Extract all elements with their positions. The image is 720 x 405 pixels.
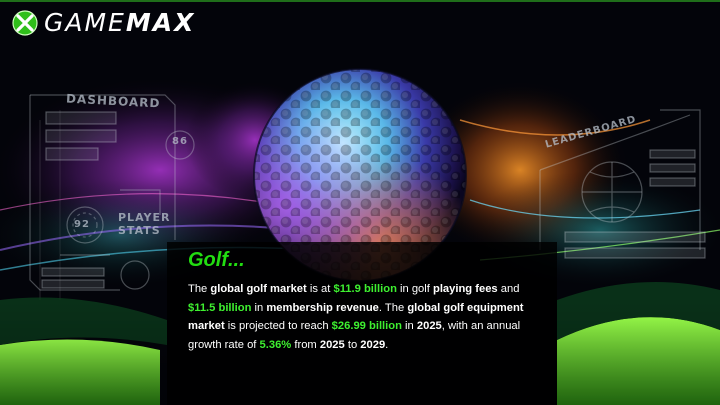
bold-term: 2025 [416, 320, 442, 333]
text-run: . [385, 339, 389, 352]
brand-name: GAMEMAX [44, 8, 195, 38]
text-run: and [497, 283, 520, 295]
bold-term: playing fees [432, 283, 498, 295]
text-run: . The [378, 301, 408, 314]
text-panel [167, 242, 557, 405]
hud-percent-value: 92 [74, 219, 90, 230]
hud-player-stats-line1: PLAYER [118, 211, 171, 224]
top-accent-line [0, 0, 720, 2]
brand-name-part1: GAME [44, 8, 126, 37]
highlight-figure: $11.9 billion [333, 283, 397, 295]
gamemax-logo: GAMEMAX [12, 8, 195, 38]
bold-term: 2029 [360, 339, 386, 352]
text-run: from [291, 339, 320, 352]
section-heading: Golf... [188, 249, 245, 271]
bold-term: global golf equipment market [188, 301, 524, 333]
text-run: The [188, 283, 211, 295]
text-run: in [401, 320, 417, 333]
market-paragraph: The global golf market is at $11.9 billi… [188, 280, 533, 355]
text-run: in golf [396, 283, 433, 295]
text-run: is at [306, 283, 334, 295]
highlight-figure: $11.5 billion [188, 301, 252, 314]
hud-speed-value: 86 [172, 136, 188, 147]
text-run: , with an annual growth rate of [188, 320, 521, 352]
highlight-figure: 5.36% [259, 339, 292, 352]
logo-emblem-icon [12, 10, 38, 36]
text-run: is projected to reach [224, 320, 332, 333]
text-run: in [251, 301, 267, 314]
bold-term: membership revenue [266, 301, 379, 314]
text-run: to [344, 339, 361, 352]
hud-player-stats-line2: STATS [118, 224, 161, 237]
bold-term: 2025 [319, 339, 345, 352]
bold-term: global golf market [210, 283, 307, 295]
brand-name-part2: MAX [125, 8, 196, 37]
highlight-figure: $26.99 billion [331, 320, 402, 333]
